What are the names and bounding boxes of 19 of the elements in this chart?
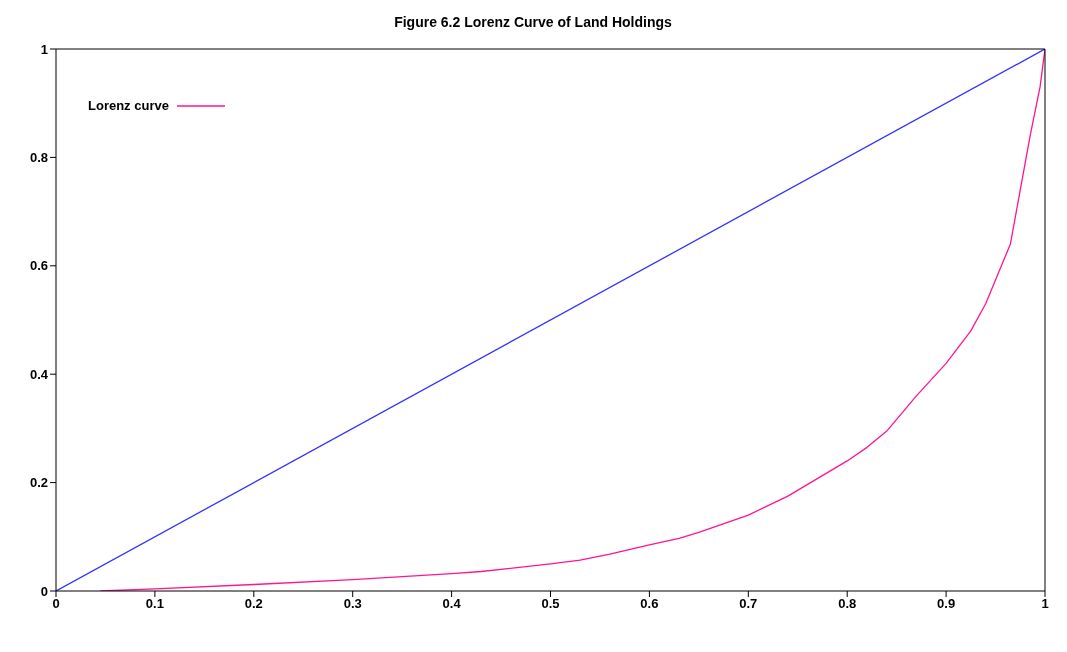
x-tick-label: 0.3 xyxy=(343,596,362,612)
x-tick-label: 0.4 xyxy=(442,596,462,612)
x-tick-label: 0 xyxy=(52,596,60,612)
x-tick-label: 0.6 xyxy=(640,596,659,612)
x-tick-label: 0.7 xyxy=(739,596,758,612)
y-tick-label: 0.6 xyxy=(29,258,48,274)
legend-label: Lorenz curve xyxy=(88,98,169,113)
x-tick-label: 0.1 xyxy=(145,596,164,612)
y-tick-label: 0.4 xyxy=(29,366,49,382)
x-tick-label: 1 xyxy=(1041,596,1049,612)
chart-title: Figure 6.2 Lorenz Curve of Land Holdings xyxy=(393,13,673,32)
x-tick-label: 0.8 xyxy=(838,596,857,612)
y-tick-label: 0.8 xyxy=(29,150,48,166)
y-tick-label: 0 xyxy=(40,583,48,599)
x-tick-label: 0.2 xyxy=(244,596,263,612)
x-tick-label: 0.5 xyxy=(541,596,560,612)
y-tick-label: 1 xyxy=(40,41,48,57)
x-tick-label: 0.9 xyxy=(937,596,956,612)
y-tick-label: 0.2 xyxy=(29,475,48,491)
